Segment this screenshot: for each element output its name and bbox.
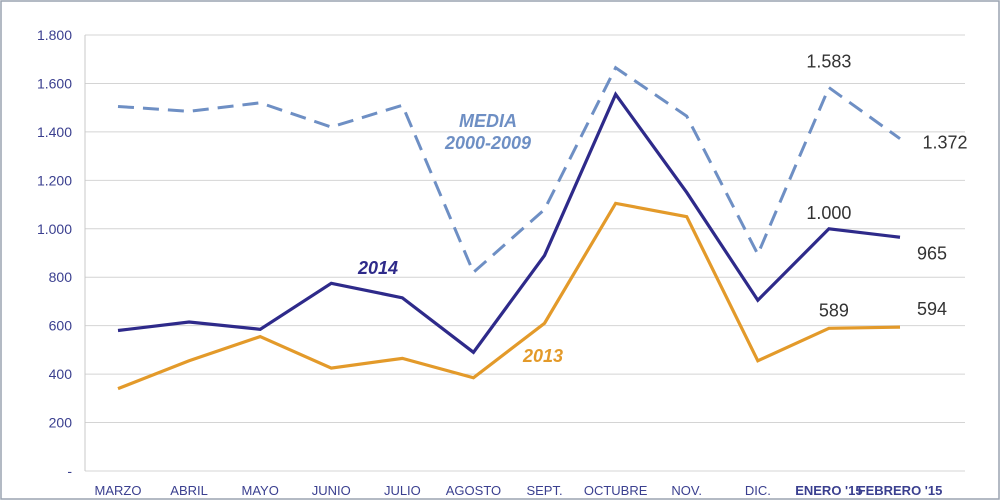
x-tick-label: MAYO (242, 483, 279, 498)
data-label: 965 (917, 243, 947, 263)
series-label-media-years: 2000-2009 (444, 133, 531, 153)
x-tick-label: OCTUBRE (584, 483, 648, 498)
y-tick-label: 1.400 (37, 124, 72, 140)
series-lines (117, 65, 901, 391)
data-labels: 1.583 1.372 1.000 965 589 594 (806, 52, 967, 321)
y-axis: - 200 400 600 800 1.000 1.200 1.400 1.600 1.800 (37, 27, 86, 479)
data-label: 1.000 (806, 203, 851, 223)
x-tick-label: SEPT. (526, 483, 562, 498)
series-line-y2013 (117, 201, 901, 391)
y-tick-label: 1.200 (37, 172, 72, 188)
series-label-2014: 2014 (357, 258, 398, 278)
data-label: 1.583 (806, 52, 851, 72)
series-line-y2014 (117, 91, 901, 355)
grid (85, 34, 965, 472)
x-tick-label: JUNIO (312, 483, 351, 498)
y-tick-label: 200 (49, 415, 73, 431)
series-label-media: MEDIA (459, 111, 517, 131)
x-tick-label: JULIO (384, 483, 421, 498)
data-label: 589 (819, 300, 849, 320)
x-tick-label: AGOSTO (446, 483, 501, 498)
series-label-2013: 2013 (522, 346, 563, 366)
series-line-media (117, 65, 901, 275)
y-tick-label: 600 (49, 318, 73, 334)
annotations: MEDIA 2000-2009 2014 2013 (357, 111, 563, 366)
x-tick-label: ENERO '15 (795, 483, 862, 498)
x-tick-label: MARZO (95, 483, 142, 498)
x-tick-label: FEBRERO '15 (858, 483, 943, 498)
x-tick-label: NOV. (671, 483, 702, 498)
y-tick-label: 800 (49, 269, 73, 285)
x-tick-label: ABRIL (170, 483, 208, 498)
x-tick-label: DIC. (745, 483, 771, 498)
data-label: 1.372 (922, 133, 967, 153)
x-axis: MARZO ABRIL MAYO JUNIO JULIO AGOSTO SEPT. OCTUB… (95, 483, 943, 498)
data-label: 594 (917, 299, 947, 319)
y-tick-label: 1.000 (37, 221, 72, 237)
y-tick-label: - (67, 463, 72, 479)
y-tick-label: 1.600 (37, 75, 72, 91)
y-tick-label: 400 (49, 366, 73, 382)
y-tick-label: 1.800 (37, 27, 72, 43)
